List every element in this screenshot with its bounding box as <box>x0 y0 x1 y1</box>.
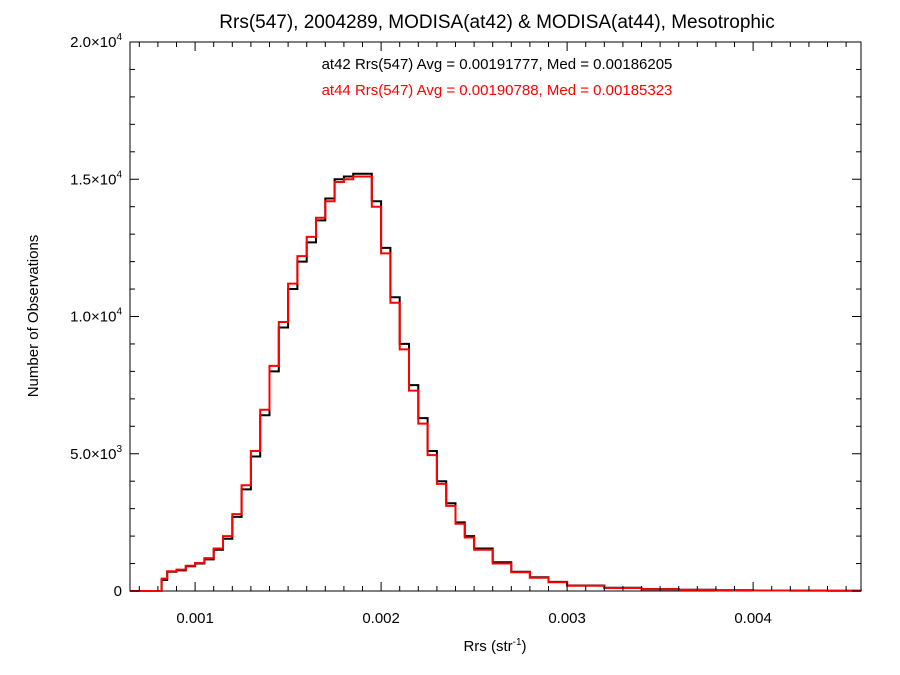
y-tick-label: 5.0×103 <box>70 444 122 463</box>
annotation-at44: at44 Rrs(547) Avg = 0.00190788, Med = 0.… <box>322 82 673 99</box>
x-tick-label: 0.002 <box>362 610 400 627</box>
y-axis-label: Number of Observations <box>25 235 42 398</box>
plot-area: 0.001 0.002 0.003 0.004 0 5.0×103 1.0×104 1.5×… <box>70 32 862 627</box>
x-axis-label-base: Rrs (str <box>463 638 512 655</box>
annotation-at42: at42 Rrs(547) Avg = 0.00191777, Med = 0.… <box>322 56 673 73</box>
chart-title: Rrs(547), 2004289, MODISA(at42) & MODISA… <box>219 12 774 33</box>
y-tick-label: 2.0×104 <box>70 32 122 51</box>
series-at42-line <box>130 172 862 592</box>
x-tick-label: 0.003 <box>548 610 586 627</box>
plot-frame <box>129 41 862 592</box>
y-tick-label: 0 <box>114 583 122 600</box>
series-at44-line <box>130 175 862 592</box>
y-tick-label: 1.0×104 <box>70 307 122 326</box>
x-axis-label-close: ) <box>522 638 527 655</box>
y-ticks: 0 5.0×103 1.0×104 1.5×104 2.0×104 <box>70 32 861 600</box>
x-tick-label: 0.004 <box>734 610 772 627</box>
x-axis-label-sup: -1 <box>513 637 522 648</box>
x-axis-label: Rrs (str-1) <box>463 637 526 655</box>
series-layer <box>130 172 862 592</box>
x-ticks: 0.001 0.002 0.003 0.004 <box>176 42 772 627</box>
x-tick-label: 0.001 <box>176 610 214 627</box>
minor-ticks <box>130 42 861 591</box>
y-tick-label: 1.5×104 <box>70 169 122 188</box>
